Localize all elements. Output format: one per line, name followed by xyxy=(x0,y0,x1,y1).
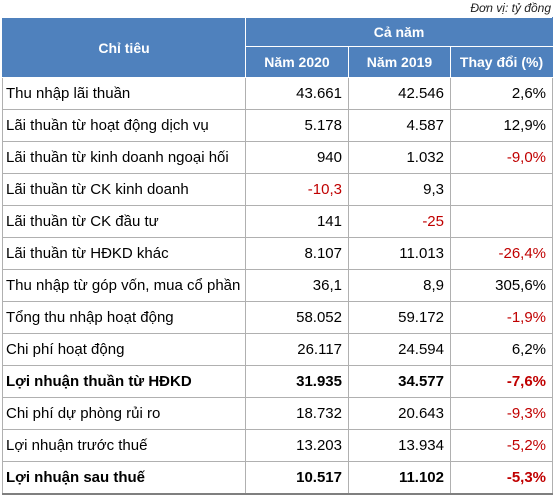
value-change: 2,6% xyxy=(449,77,554,110)
value-change: -9,3% xyxy=(449,397,554,430)
table-row: Lãi thuần từ kinh doanh ngoại hối 940 1.03… xyxy=(2,141,554,174)
table-row: Chi phí dự phòng rủi ro 18.732 20.643 -9,3% xyxy=(2,397,554,430)
table-header: Chỉ tiêu Cả năm Năm 2020 Năm 2019 Thay đ… xyxy=(2,17,554,78)
table-row: Thu nhập lãi thuần 43.661 42.546 2,6% xyxy=(2,77,554,110)
value-change xyxy=(449,173,554,206)
value-2020: 31.935 xyxy=(245,365,349,398)
row-label: Lợi nhuận trước thuế xyxy=(2,429,246,462)
value-2019: 11.013 xyxy=(348,237,451,270)
value-2019: 34.577 xyxy=(348,365,451,398)
row-label: Lợi nhuận sau thuế xyxy=(2,461,246,495)
row-label: Chi phí hoạt động xyxy=(2,333,246,366)
value-change: 6,2% xyxy=(449,333,554,366)
row-label: Lãi thuần từ hoạt động dịch vụ xyxy=(2,109,246,142)
value-2019: 24.594 xyxy=(348,333,451,366)
table-row: Lãi thuần từ CK kinh doanh -10,3 9,3 xyxy=(2,173,554,206)
value-2020: 13.203 xyxy=(245,429,349,462)
value-2020: 58.052 xyxy=(245,301,349,334)
table-row: Chi phí hoạt động 26.117 24.594 6,2% xyxy=(2,333,554,366)
table-row: Tổng thu nhập hoạt động 58.052 59.172 -1,9% xyxy=(2,301,554,334)
header-change: Thay đổi (%) xyxy=(449,46,554,78)
header-row-sub: Năm 2020 Năm 2019 Thay đổi (%) xyxy=(3,46,554,78)
value-change: -5,3% xyxy=(449,461,554,495)
header-row-top: Chỉ tiêu Cả năm xyxy=(2,17,554,78)
row-label: Lãi thuần từ CK kinh doanh xyxy=(2,173,246,206)
value-2019: 20.643 xyxy=(348,397,451,430)
row-label: Thu nhập lãi thuần xyxy=(2,77,246,110)
financial-results-table: Chỉ tiêu Cả năm Năm 2020 Năm 2019 Thay đ… xyxy=(2,17,554,495)
value-2019: 11.102 xyxy=(348,461,451,495)
value-2019: 9,3 xyxy=(348,173,451,206)
value-2019: 42.546 xyxy=(348,77,451,110)
row-label: Chi phí dự phòng rủi ro xyxy=(2,397,246,430)
table-body: Thu nhập lãi thuần 43.661 42.546 2,6% Lãi th… xyxy=(2,77,554,495)
row-label: Lãi thuần từ kinh doanh ngoại hối xyxy=(2,141,246,174)
header-year-2019: Năm 2019 xyxy=(348,46,451,78)
header-indicator: Chỉ tiêu xyxy=(2,17,246,78)
value-2019: 59.172 xyxy=(348,301,451,334)
table-row: Lợi nhuận trước thuế 13.203 13.934 -5,2% xyxy=(2,429,554,462)
value-2019: 8,9 xyxy=(348,269,451,302)
table-row: Lợi nhuận thuần từ HĐKD 31.935 34.577 -7,6% xyxy=(2,365,554,398)
table-row: Lãi thuần từ CK đầu tư 141 -25 xyxy=(2,205,554,238)
table-row: Thu nhập từ góp vốn, mua cổ phần 36,1 8,9 3… xyxy=(2,269,554,302)
header-full-year: Cả năm xyxy=(244,17,554,47)
value-2019: 4.587 xyxy=(348,109,451,142)
value-change: -26,4% xyxy=(449,237,554,270)
value-2020: 43.661 xyxy=(245,77,349,110)
value-2020: 5.178 xyxy=(245,109,349,142)
value-2020: 8.107 xyxy=(245,237,349,270)
row-label: Lợi nhuận thuần từ HĐKD xyxy=(2,365,246,398)
value-2020: -10,3 xyxy=(245,173,349,206)
value-change xyxy=(449,205,554,238)
value-2019: 1.032 xyxy=(348,141,451,174)
value-change: 12,9% xyxy=(449,109,554,142)
value-change: -1,9% xyxy=(449,301,554,334)
value-change: -7,6% xyxy=(449,365,554,398)
value-2020: 940 xyxy=(245,141,349,174)
value-2020: 141 xyxy=(245,205,349,238)
unit-note: Đơn vị: tỷ đồng xyxy=(470,1,551,15)
value-2019: -25 xyxy=(348,205,451,238)
table-row: Lợi nhuận sau thuế 10.517 11.102 -5,3% xyxy=(2,461,554,495)
header-year-2020: Năm 2020 xyxy=(245,46,349,78)
value-change: -5,2% xyxy=(449,429,554,462)
row-label: Lãi thuần từ HĐKD khác xyxy=(2,237,246,270)
row-label: Tổng thu nhập hoạt động xyxy=(2,301,246,334)
table-row: Lãi thuần từ hoạt động dịch vụ 5.178 4.587… xyxy=(2,109,554,142)
value-change: -9,0% xyxy=(449,141,554,174)
value-2020: 10.517 xyxy=(245,461,349,495)
row-label: Thu nhập từ góp vốn, mua cổ phần xyxy=(2,269,246,302)
value-2020: 26.117 xyxy=(245,333,349,366)
value-2019: 13.934 xyxy=(348,429,451,462)
row-label: Lãi thuần từ CK đầu tư xyxy=(2,205,246,238)
table-row: Lãi thuần từ HĐKD khác 8.107 11.013 -26,4% xyxy=(2,237,554,270)
value-2020: 18.732 xyxy=(245,397,349,430)
value-change: 305,6% xyxy=(449,269,554,302)
value-2020: 36,1 xyxy=(245,269,349,302)
